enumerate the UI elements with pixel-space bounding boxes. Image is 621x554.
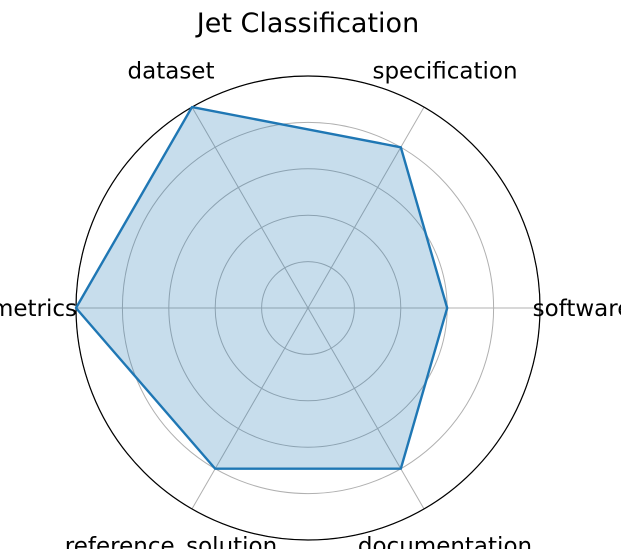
series-layer	[74, 105, 449, 470]
spoke-documentation	[307, 307, 425, 510]
series-line-1	[74, 105, 449, 470]
axis-label-dataset: dataset	[128, 59, 215, 85]
chart-title: Jet Classification	[195, 8, 419, 39]
spoke-reference-solution	[191, 307, 309, 510]
spoke-dataset	[191, 106, 309, 309]
axis-label-metrics: metrics	[0, 296, 77, 322]
axis-label-specification: specification	[372, 59, 517, 85]
axis-label-documentation: documentation	[358, 533, 532, 549]
axis-label-software: software	[533, 296, 621, 322]
axis-label-reference-solution: reference_solution	[65, 533, 277, 549]
series-area-1	[76, 107, 448, 469]
spoke-specification	[307, 106, 425, 309]
